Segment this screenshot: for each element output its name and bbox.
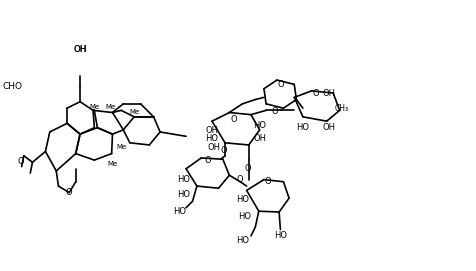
Text: HO: HO xyxy=(238,212,251,221)
Text: O: O xyxy=(230,115,237,124)
Text: HO: HO xyxy=(178,190,190,199)
Text: O: O xyxy=(264,177,271,186)
Text: OH: OH xyxy=(208,143,221,152)
Text: HO: HO xyxy=(236,195,249,204)
Text: HO: HO xyxy=(274,231,287,240)
Text: O: O xyxy=(66,188,72,197)
Text: Me: Me xyxy=(116,144,126,150)
Text: OH: OH xyxy=(322,123,336,132)
Text: CH₃: CH₃ xyxy=(335,104,349,113)
Text: OH: OH xyxy=(322,89,336,98)
Text: O: O xyxy=(271,107,278,116)
Text: O: O xyxy=(17,157,24,166)
Text: Me: Me xyxy=(105,104,116,110)
Text: O: O xyxy=(237,175,244,184)
Text: OH: OH xyxy=(74,45,87,54)
Text: Me: Me xyxy=(129,109,139,115)
Text: O: O xyxy=(277,80,284,89)
Text: HO: HO xyxy=(178,175,190,184)
Text: HO: HO xyxy=(253,121,266,130)
Text: Me: Me xyxy=(89,104,99,110)
Text: CHO: CHO xyxy=(3,82,23,91)
Text: OH: OH xyxy=(73,45,87,54)
Text: HO: HO xyxy=(297,123,309,132)
Text: O: O xyxy=(244,164,251,173)
Text: O: O xyxy=(220,146,227,155)
Text: Me: Me xyxy=(108,162,118,167)
Text: OH: OH xyxy=(206,126,218,135)
Text: OH: OH xyxy=(253,134,266,143)
Text: HO: HO xyxy=(173,207,186,216)
Text: HO: HO xyxy=(236,236,249,245)
Text: O: O xyxy=(204,156,211,164)
Text: O: O xyxy=(313,89,319,98)
Text: HO: HO xyxy=(206,134,218,143)
